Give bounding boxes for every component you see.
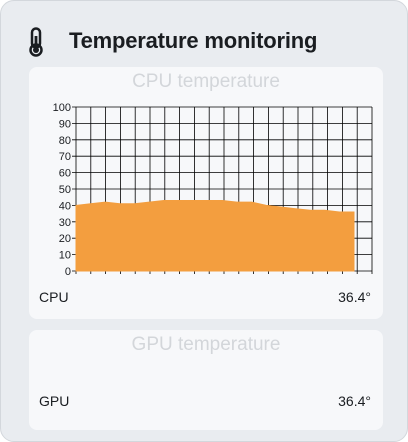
y-tick-label: 70 [59,151,71,163]
gpu-panel: GPU temperature GPU 36.4° [29,330,383,430]
cpu-temperature-area [75,200,355,272]
thermometer-icon [29,27,43,57]
y-tick-label: 50 [59,184,71,196]
card-header: Temperature monitoring [23,25,403,57]
y-tick-label: 60 [59,168,71,180]
cpu-panel: CPU temperature 0 10 20 30 40 50 60 70 80 90 100 C… [29,67,383,319]
cpu-value: 36.4° [338,289,371,305]
gpu-value: 36.4° [338,393,371,409]
cpu-chart-title: CPU temperature [132,71,280,92]
y-tick-label: 80 [59,135,71,147]
y-tick-label: 30 [59,217,71,229]
gpu-label: GPU [39,393,70,409]
gpu-chart-title: GPU temperature [131,334,281,355]
y-tick-label: 20 [59,233,71,245]
cpu-temperature-chart: 0 10 20 30 40 50 60 70 80 90 100 [53,102,373,278]
y-tick-label: 100 [53,102,71,114]
cpu-label: CPU [39,289,69,305]
y-tick-label: 90 [59,118,71,130]
y-tick-label: 0 [65,266,71,278]
y-tick-label: 10 [59,250,71,262]
y-tick-label: 40 [59,200,71,212]
card-title: Temperature monitoring [69,28,318,53]
